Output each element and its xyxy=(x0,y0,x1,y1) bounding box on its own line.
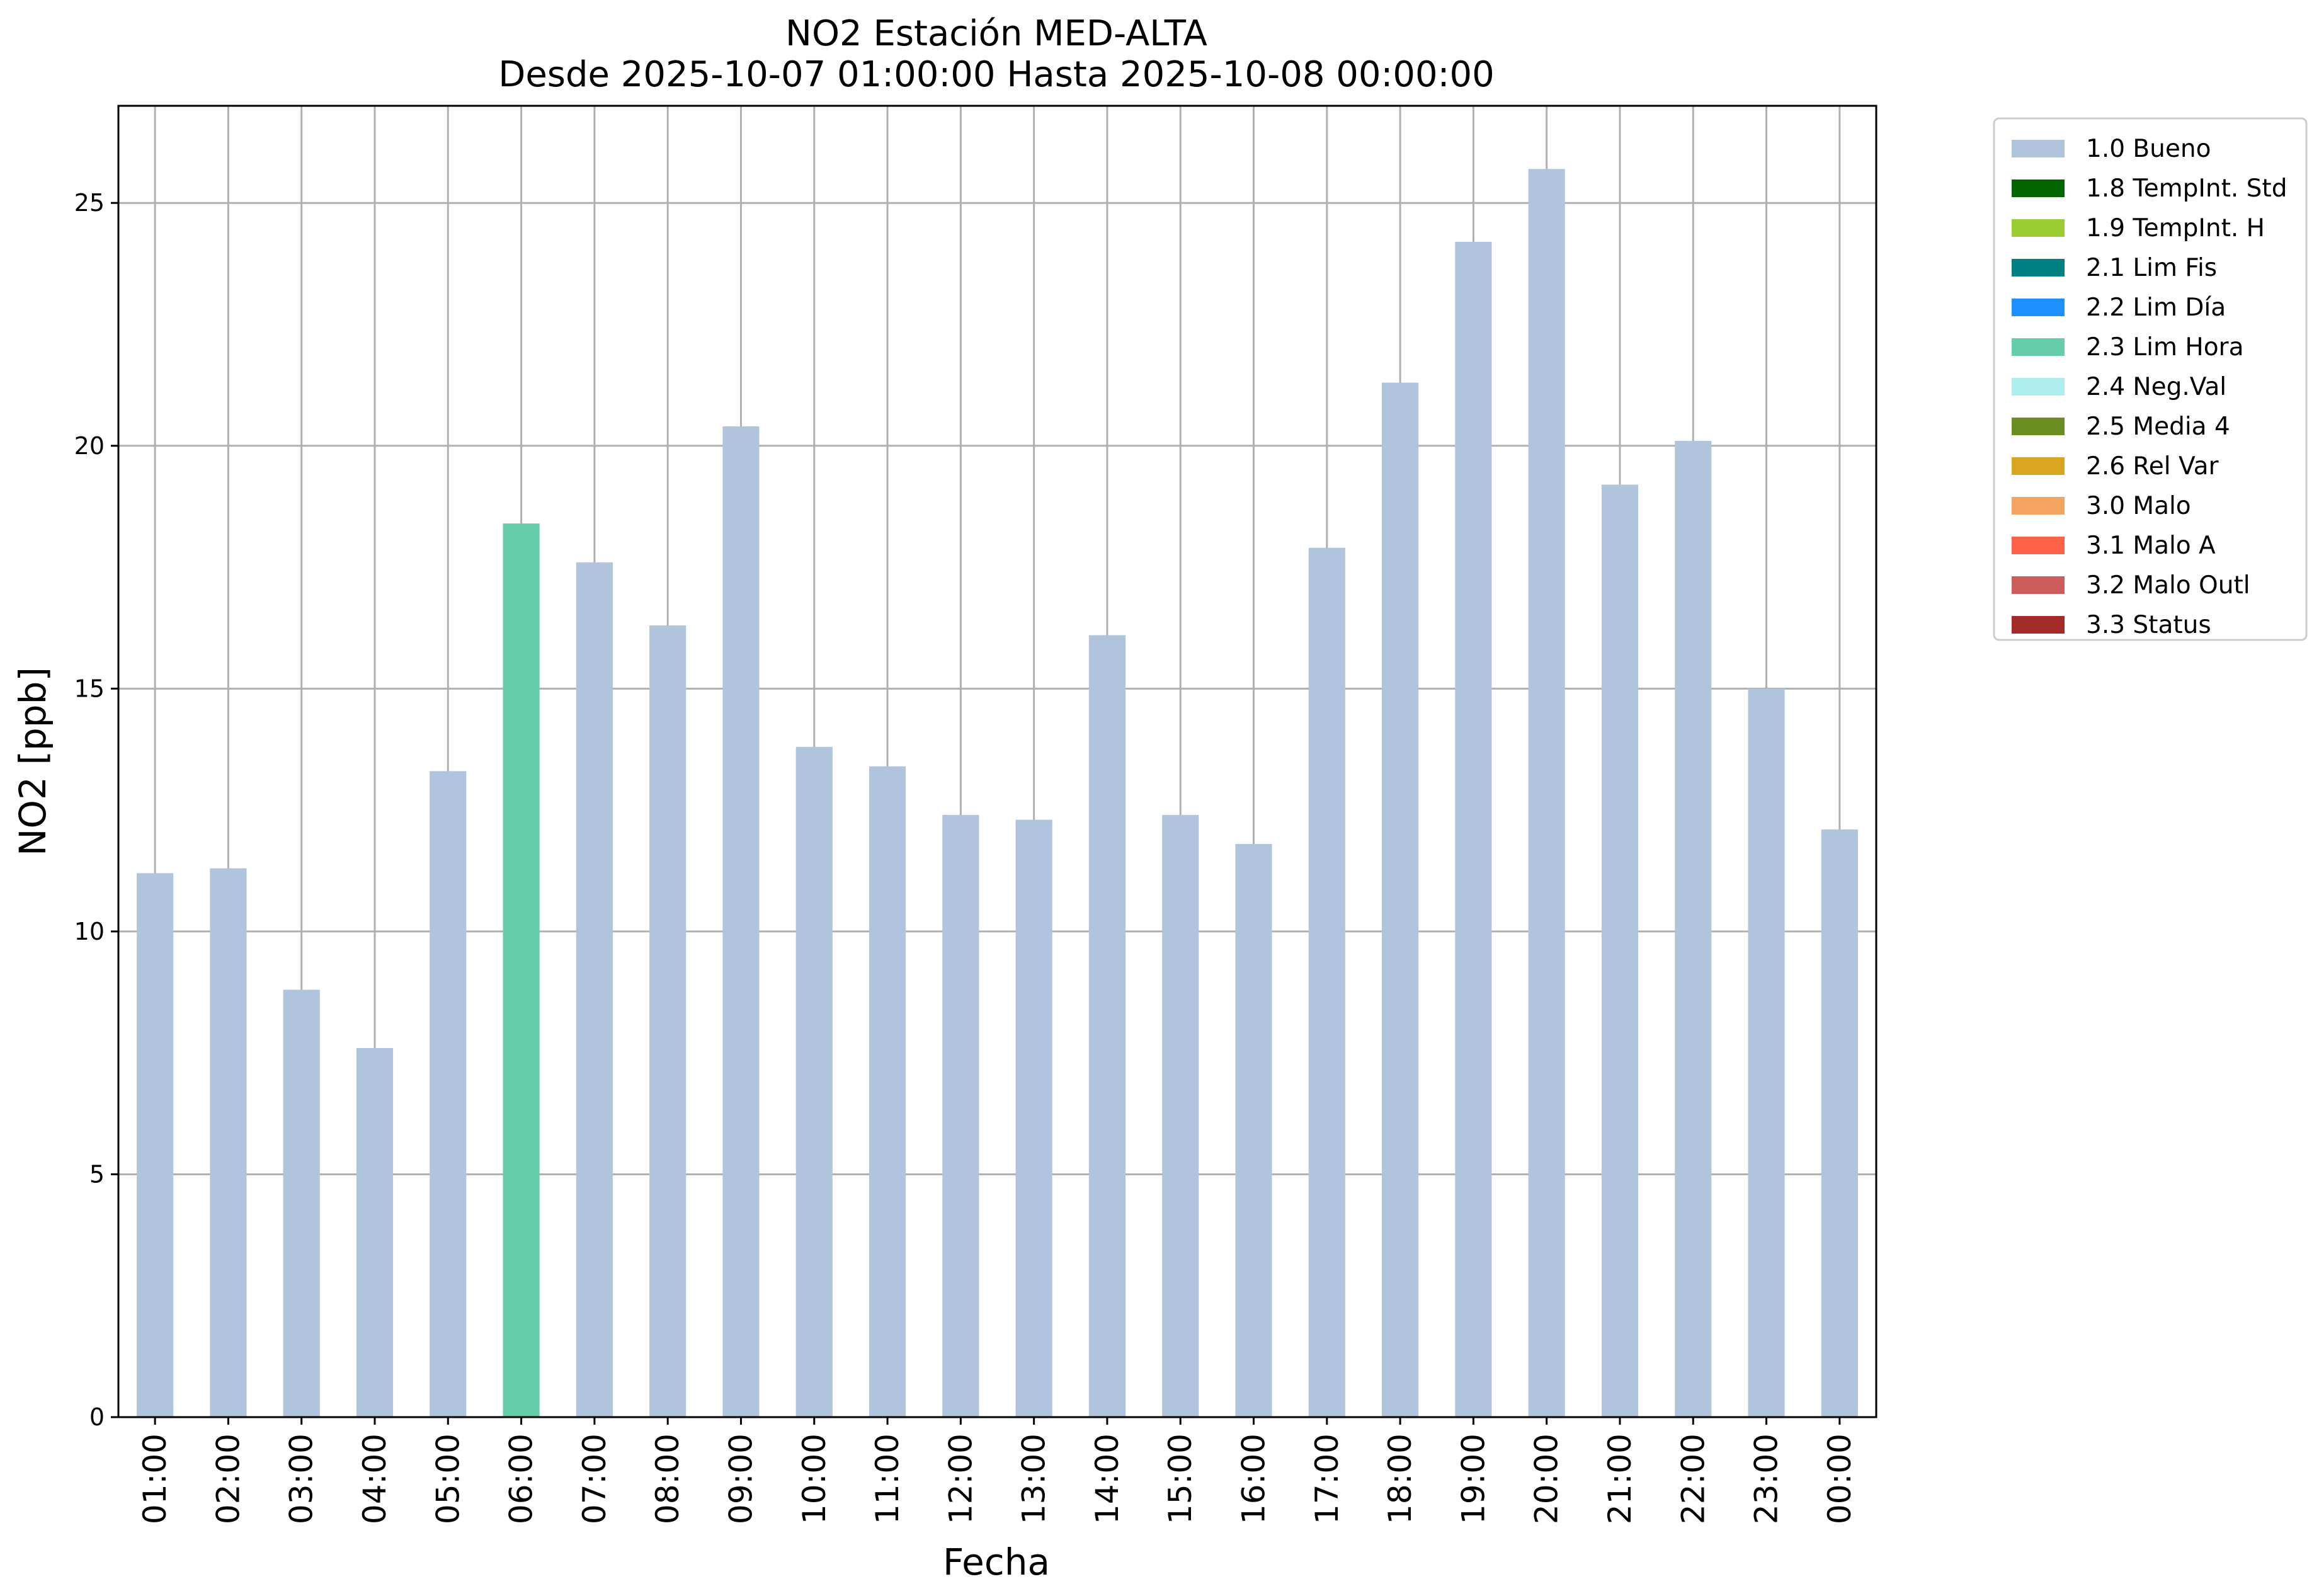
legend-swatch xyxy=(2012,418,2065,435)
x-tick-label: 06:00 xyxy=(503,1434,540,1524)
x-tick-label: 17:00 xyxy=(1309,1434,1345,1524)
x-tick-label: 22:00 xyxy=(1675,1434,1711,1524)
legend-label: 2.6 Rel Var xyxy=(2086,452,2219,481)
bar xyxy=(1088,635,1126,1417)
legend-swatch xyxy=(2012,497,2065,515)
x-tick-label: 14:00 xyxy=(1089,1434,1125,1524)
bar xyxy=(356,1047,394,1417)
bar xyxy=(722,426,760,1417)
bar xyxy=(1748,688,1785,1417)
x-tick-label: 11:00 xyxy=(869,1434,906,1524)
bar xyxy=(1675,441,1712,1417)
chart-subtitle: Desde 2025-10-07 01:00:00 Hasta 2025-10-… xyxy=(498,54,1495,95)
legend-swatch xyxy=(2012,378,2065,396)
bars xyxy=(137,169,1858,1418)
legend-label: 3.1 Malo A xyxy=(2086,532,2216,560)
legend-swatch xyxy=(2012,616,2065,634)
y-tick-label: 0 xyxy=(89,1403,105,1431)
bar xyxy=(1235,844,1272,1417)
legend-label: 1.0 Bueno xyxy=(2086,135,2211,163)
bar xyxy=(210,868,247,1417)
x-tick-label: 20:00 xyxy=(1529,1434,1565,1524)
x-tick-label: 15:00 xyxy=(1162,1434,1199,1524)
legend-label: 2.5 Media 4 xyxy=(2086,413,2230,441)
x-tick-label: 05:00 xyxy=(430,1434,466,1524)
bar xyxy=(1821,829,1858,1417)
x-tick-label: 00:00 xyxy=(1821,1434,1858,1524)
y-tick-label: 5 xyxy=(89,1160,105,1188)
legend-label: 1.9 TempInt. H xyxy=(2086,214,2265,242)
x-tick-label: 10:00 xyxy=(796,1434,833,1524)
x-tick-label: 01:00 xyxy=(137,1434,173,1524)
bar xyxy=(1308,547,1345,1417)
x-tick-label: 08:00 xyxy=(649,1434,686,1524)
bar xyxy=(283,989,320,1417)
legend: 1.0 Bueno 1.8 TempInt. Std 1.9 TempInt. H 2… xyxy=(1993,117,2308,641)
x-tick-label: 19:00 xyxy=(1455,1434,1491,1524)
x-tick-label: 02:00 xyxy=(210,1434,246,1524)
y-axis-label: NO2 [ppb] xyxy=(11,667,54,856)
bar xyxy=(649,625,687,1417)
x-axis-ticks: 01:00 02:00 03:00 04:00 05:00 06:00 07:00 08:00… xyxy=(137,1417,1858,1524)
legend-swatch xyxy=(2012,576,2065,594)
legend-label: 3.3 Status xyxy=(2086,611,2211,639)
bar xyxy=(503,523,540,1418)
legend-label: 3.0 Malo xyxy=(2086,492,2191,520)
x-tick-label: 09:00 xyxy=(722,1434,759,1524)
x-tick-label: 03:00 xyxy=(283,1434,320,1524)
legend-label: 2.2 Lim Día xyxy=(2086,294,2226,322)
legend-swatch xyxy=(2012,457,2065,475)
legend-swatch xyxy=(2012,140,2065,157)
x-tick-label: 16:00 xyxy=(1236,1434,1272,1524)
legend-swatch xyxy=(2012,338,2065,356)
y-tick-label: 10 xyxy=(74,918,105,945)
y-tick-label: 20 xyxy=(74,432,105,460)
legend-swatch xyxy=(2012,299,2065,316)
legend-label: 2.3 Lim Hora xyxy=(2086,333,2244,362)
legend-label: 3.2 Malo Outl xyxy=(2086,571,2250,600)
bar xyxy=(1455,241,1492,1417)
bar xyxy=(1382,382,1419,1417)
y-tick-label: 25 xyxy=(74,189,105,217)
x-tick-label: 04:00 xyxy=(356,1434,393,1524)
bar xyxy=(1528,169,1565,1418)
x-axis-label: Fecha xyxy=(943,1541,1050,1583)
y-tick-label: 15 xyxy=(74,675,105,702)
legend-label: 2.1 Lim Fis xyxy=(2086,254,2217,282)
bar xyxy=(795,746,833,1417)
x-tick-label: 07:00 xyxy=(576,1434,613,1524)
x-tick-label: 12:00 xyxy=(942,1434,979,1524)
legend-swatch xyxy=(2012,537,2065,554)
chart-title: NO2 Estación MED-ALTA xyxy=(785,13,1207,54)
bar xyxy=(137,873,174,1417)
legend-swatch xyxy=(2012,259,2065,276)
x-tick-label: 13:00 xyxy=(1016,1434,1052,1524)
legend-label: 2.4 Neg.Val xyxy=(2086,373,2226,401)
bar xyxy=(430,771,467,1417)
bar xyxy=(1162,814,1199,1417)
legend-frame xyxy=(1993,117,2308,641)
legend-swatch xyxy=(2012,219,2065,237)
x-tick-label: 23:00 xyxy=(1748,1434,1785,1524)
plot-frame xyxy=(117,105,1877,1418)
bar xyxy=(1601,484,1639,1417)
bar xyxy=(576,562,613,1417)
x-tick-label: 18:00 xyxy=(1382,1434,1418,1524)
legend-swatch xyxy=(2012,180,2065,197)
bar xyxy=(1015,819,1052,1417)
bar xyxy=(869,766,906,1417)
x-tick-label: 21:00 xyxy=(1602,1434,1638,1524)
y-axis-ticks: 0 5 10 15 20 25 xyxy=(74,189,118,1431)
legend-label: 1.8 TempInt. Std xyxy=(2086,174,2287,203)
bar xyxy=(942,814,979,1417)
